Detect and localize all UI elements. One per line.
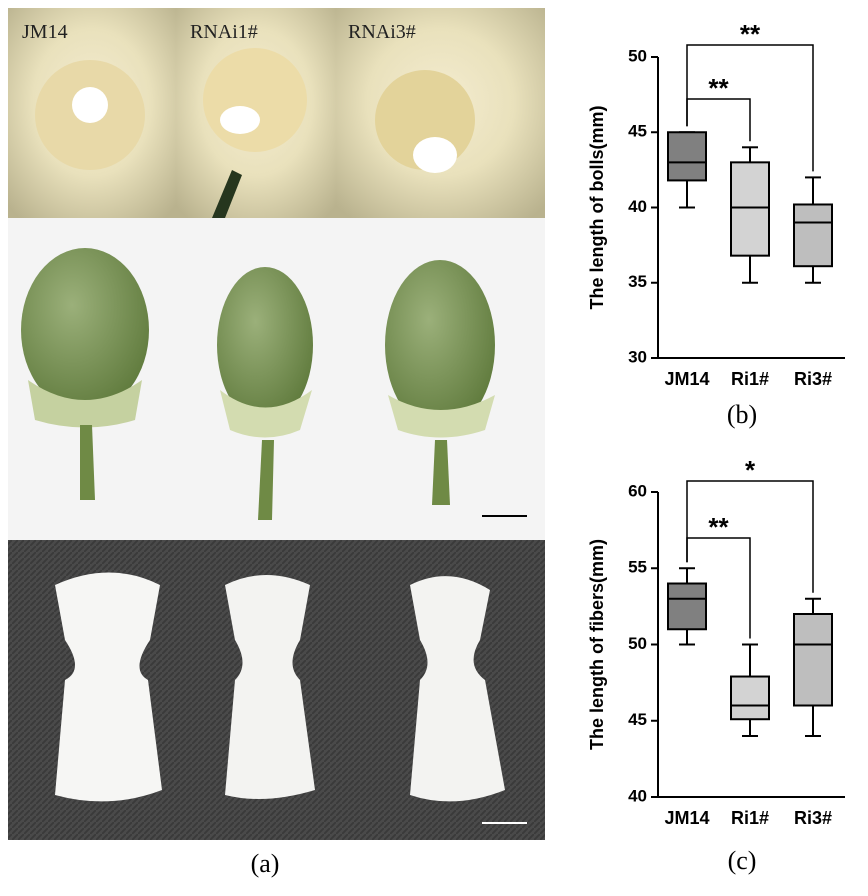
x-tick-label: Ri3#	[794, 369, 832, 389]
panel-label: (b)	[727, 400, 757, 429]
box	[730, 161, 770, 257]
significance-bracket	[686, 44, 814, 172]
y-tick-label: 40	[628, 197, 647, 216]
x-tick-label: Ri1#	[731, 369, 769, 389]
photo-label: RNAi1#	[190, 21, 258, 43]
significance-bracket	[686, 537, 751, 639]
significance-label: **	[740, 19, 761, 49]
photo-label: JM14	[22, 21, 68, 43]
x-tick-label: JM14	[664, 369, 709, 389]
y-tick-label: 60	[628, 481, 647, 500]
fiber-photo	[8, 540, 545, 840]
y-tick-label: 50	[628, 634, 647, 653]
panel-label: (c)	[728, 846, 757, 875]
box	[667, 582, 707, 631]
boll-photo	[8, 218, 545, 540]
flower-photos	[8, 8, 545, 218]
y-tick-label: 35	[628, 272, 647, 291]
photo-label: RNAi3#	[348, 21, 416, 43]
y-axis-label: The length of fibers(mm)	[587, 539, 607, 750]
y-tick-label: 30	[628, 347, 647, 366]
box	[793, 613, 833, 707]
significance-label: *	[745, 455, 756, 485]
box	[730, 675, 770, 721]
y-tick-label: 50	[628, 46, 647, 65]
significance-bracket	[686, 98, 751, 142]
y-axis-label: The length of bolls(mm)	[587, 106, 607, 310]
x-tick-label: JM14	[664, 808, 709, 828]
photo-labels: JM14 RNAi1# RNAi3#	[22, 21, 416, 43]
panel-label: (a)	[251, 849, 280, 878]
x-tick-label: Ri1#	[731, 808, 769, 828]
significance-label: **	[708, 73, 729, 103]
box	[667, 131, 707, 182]
y-tick-label: 45	[628, 710, 647, 729]
y-tick-label: 55	[628, 558, 647, 577]
significance-label: **	[708, 512, 729, 542]
y-tick-label: 45	[628, 122, 647, 141]
y-tick-label: 40	[628, 786, 647, 805]
significance-bracket	[686, 480, 814, 593]
x-tick-label: Ri3#	[794, 808, 832, 828]
box	[793, 203, 833, 268]
